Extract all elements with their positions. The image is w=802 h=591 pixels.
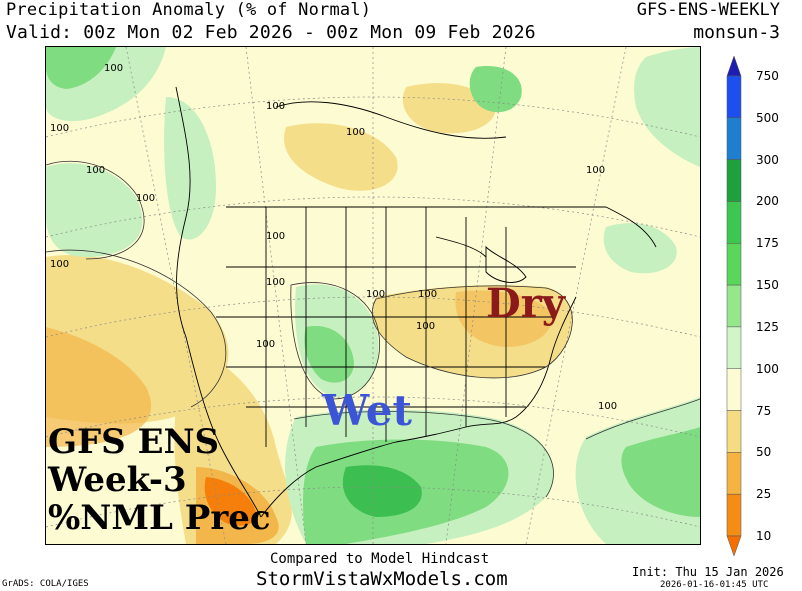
contour-label: 100 <box>86 165 105 176</box>
colorbar-swatch <box>726 368 742 411</box>
graticule <box>46 47 700 544</box>
footer-timestamp: 2026-01-16-01:45 UTC <box>660 580 769 590</box>
contour-label: 100 <box>266 101 285 112</box>
colorbar-swatch <box>726 493 742 537</box>
model-overlay-text: GFS ENS Week-3 %NML Prec <box>48 423 271 537</box>
contour-label: 100 <box>50 259 69 270</box>
boundaries <box>175 86 657 518</box>
colorbar-level-label: 300 <box>756 152 779 167</box>
valid-period: Valid: 00z Mon 02 Feb 2026 - 00z Mon 09 … <box>6 22 536 43</box>
colorbar-level-label: 150 <box>756 278 779 293</box>
footer-init: Init: Thu 15 Jan 2026 <box>632 565 784 579</box>
colorbar-level-label: 175 <box>756 236 779 251</box>
overlay-line-1: GFS ENS <box>48 422 220 462</box>
precip-anomaly-map: 100 100 100 100 100 100 100 100 100 100 … <box>45 46 701 545</box>
contour-label: 100 <box>346 127 365 138</box>
contour-label: 100 <box>50 123 69 134</box>
overlay-line-3: %NML Prec <box>48 498 271 538</box>
colorbar-swatch <box>726 284 742 328</box>
colorbar-level-label: 200 <box>756 194 779 209</box>
contour-label: 100 <box>366 289 385 300</box>
contour-label: 100 <box>256 339 275 350</box>
west-coastline <box>175 86 262 518</box>
contours-100 <box>46 160 700 498</box>
very-dry-baja <box>204 477 257 526</box>
footer-website: StormVistaWxModels.com <box>256 568 508 590</box>
wet-zone-caribbean-core <box>621 427 700 517</box>
overlay-line-2: Week-3 <box>48 460 187 500</box>
colorbar-swatch <box>726 117 742 160</box>
wet-zone-atlantic <box>603 223 677 274</box>
contour-label: 100 <box>416 321 435 332</box>
colorbar-level-label: 10 <box>756 529 772 543</box>
colorbar-level-label: 125 <box>756 319 779 334</box>
colorbar-swatch <box>726 201 742 244</box>
map-title: Precipitation Anomaly (% of Normal) <box>6 0 372 20</box>
wet-label: Wet <box>322 386 412 435</box>
gulf-east-coastline <box>260 296 577 518</box>
product-name: GFS-ENS-WEEKLY <box>636 0 780 20</box>
colorbar-cap-bottom <box>726 535 742 556</box>
footer-hindcast: Compared to Model Hindcast <box>270 551 490 567</box>
dry-zone-core <box>455 290 552 347</box>
contour-label: 100 <box>418 289 437 300</box>
dry-label: Dry <box>486 280 566 327</box>
wet-zone-gulf-alaska <box>46 163 143 257</box>
colorbar-level-label: 25 <box>756 487 772 502</box>
colorbar-swatch <box>726 159 742 202</box>
contour-label: 100 <box>586 165 605 176</box>
contour-label: 100 <box>266 231 285 242</box>
wet-zone-rockies-core <box>304 326 354 383</box>
colorbar-level-label: 100 <box>756 361 779 376</box>
wet-zone-hudson <box>469 66 522 113</box>
colorbar-swatch <box>726 243 742 286</box>
wet-zone-texas-core <box>342 465 422 517</box>
colorbar-level-label: 50 <box>756 445 772 460</box>
colorbar-swatch <box>726 326 742 369</box>
colorbar-swatch <box>726 410 742 453</box>
colorbar-level-label: 750 <box>756 69 779 83</box>
contour-label: 100 <box>136 193 155 204</box>
wet-zone-arctic-core <box>46 47 116 89</box>
contour-labels: 100 100 100 100 100 100 100 100 100 100 … <box>50 63 617 412</box>
colorbar-cap-top <box>726 56 742 77</box>
colorbar-swatch <box>726 452 742 495</box>
colorbar <box>726 56 742 556</box>
contour-label: 100 <box>104 63 123 74</box>
footer-credit: GrADS: COLA/IGES <box>2 579 89 589</box>
colorbar-level-label: 500 <box>756 110 779 125</box>
contour-label: 100 <box>598 401 617 412</box>
map-canvas: 100 100 100 100 100 100 100 100 100 100 … <box>46 47 700 544</box>
great-lakes <box>485 245 527 283</box>
wet-zone-labrador-sea <box>634 47 700 167</box>
dry-zone-canada <box>284 123 398 191</box>
contour-label: 100 <box>266 277 285 288</box>
dry-zone-pacific-core <box>46 327 152 447</box>
colorbar-swatch <box>726 75 742 119</box>
colorbar-level-label: 75 <box>756 403 772 418</box>
run-label: monsun-3 <box>693 22 780 43</box>
